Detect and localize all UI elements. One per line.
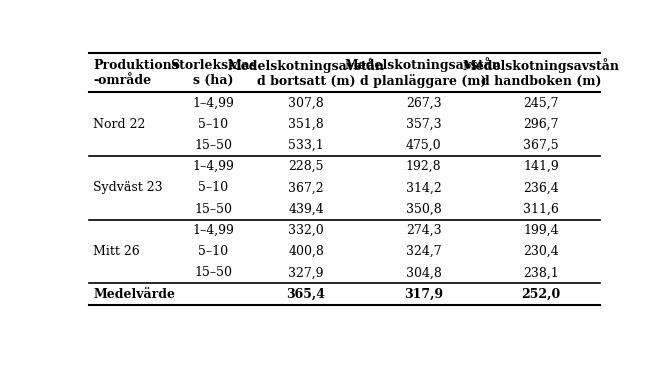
- Text: 357,3: 357,3: [406, 117, 442, 131]
- Text: Medelskotningsavstån
d planläggare (m): Medelskotningsavstån d planläggare (m): [345, 57, 502, 88]
- Text: 15–50: 15–50: [194, 266, 232, 279]
- Text: 311,6: 311,6: [523, 203, 559, 216]
- Text: 327,9: 327,9: [288, 266, 324, 279]
- Text: 228,5: 228,5: [288, 160, 324, 173]
- Text: 314,2: 314,2: [406, 181, 442, 194]
- Text: 296,7: 296,7: [523, 117, 558, 131]
- Text: 252,0: 252,0: [521, 288, 560, 301]
- Text: 15–50: 15–50: [194, 139, 232, 152]
- Text: 439,4: 439,4: [288, 203, 324, 216]
- Text: 192,8: 192,8: [406, 160, 442, 173]
- Text: 5–10: 5–10: [198, 117, 228, 131]
- Text: 367,5: 367,5: [523, 139, 558, 152]
- Text: 324,7: 324,7: [406, 245, 442, 258]
- Text: Nord 22: Nord 22: [93, 117, 146, 131]
- Text: Medelskotningsavstån
d bortsatt (m): Medelskotningsavstån d bortsatt (m): [228, 58, 384, 88]
- Text: 15–50: 15–50: [194, 203, 232, 216]
- Text: Produktions
-område: Produktions -område: [93, 59, 179, 87]
- Text: 1–4,99: 1–4,99: [192, 224, 234, 237]
- Text: 350,8: 350,8: [406, 203, 442, 216]
- Text: 304,8: 304,8: [406, 266, 442, 279]
- Text: 317,9: 317,9: [404, 288, 443, 301]
- Text: 367,2: 367,2: [288, 181, 324, 194]
- Text: 365,4: 365,4: [287, 288, 326, 301]
- Text: 400,8: 400,8: [288, 245, 324, 258]
- Text: 1–4,99: 1–4,99: [192, 160, 234, 173]
- Text: 141,9: 141,9: [523, 160, 559, 173]
- Text: 5–10: 5–10: [198, 181, 228, 194]
- Text: 245,7: 245,7: [523, 96, 558, 109]
- Text: 332,0: 332,0: [288, 224, 324, 237]
- Text: 199,4: 199,4: [523, 224, 558, 237]
- Text: 238,1: 238,1: [523, 266, 559, 279]
- Text: Medelvärde: Medelvärde: [93, 288, 175, 301]
- Text: 307,8: 307,8: [288, 96, 324, 109]
- Text: Medelskotningsavstån
d handboken (m): Medelskotningsavstån d handboken (m): [462, 58, 620, 88]
- Text: Mitt 26: Mitt 26: [93, 245, 140, 258]
- Text: 230,4: 230,4: [523, 245, 559, 258]
- Text: 5–10: 5–10: [198, 245, 228, 258]
- Text: 351,8: 351,8: [288, 117, 324, 131]
- Text: 267,3: 267,3: [406, 96, 442, 109]
- Text: 236,4: 236,4: [523, 181, 559, 194]
- Text: 274,3: 274,3: [406, 224, 442, 237]
- Text: 1–4,99: 1–4,99: [192, 96, 234, 109]
- Text: Sydväst 23: Sydväst 23: [93, 181, 163, 194]
- Text: Storleksklas
s (ha): Storleksklas s (ha): [169, 59, 256, 87]
- Text: 533,1: 533,1: [288, 139, 324, 152]
- Text: 475,0: 475,0: [406, 139, 442, 152]
